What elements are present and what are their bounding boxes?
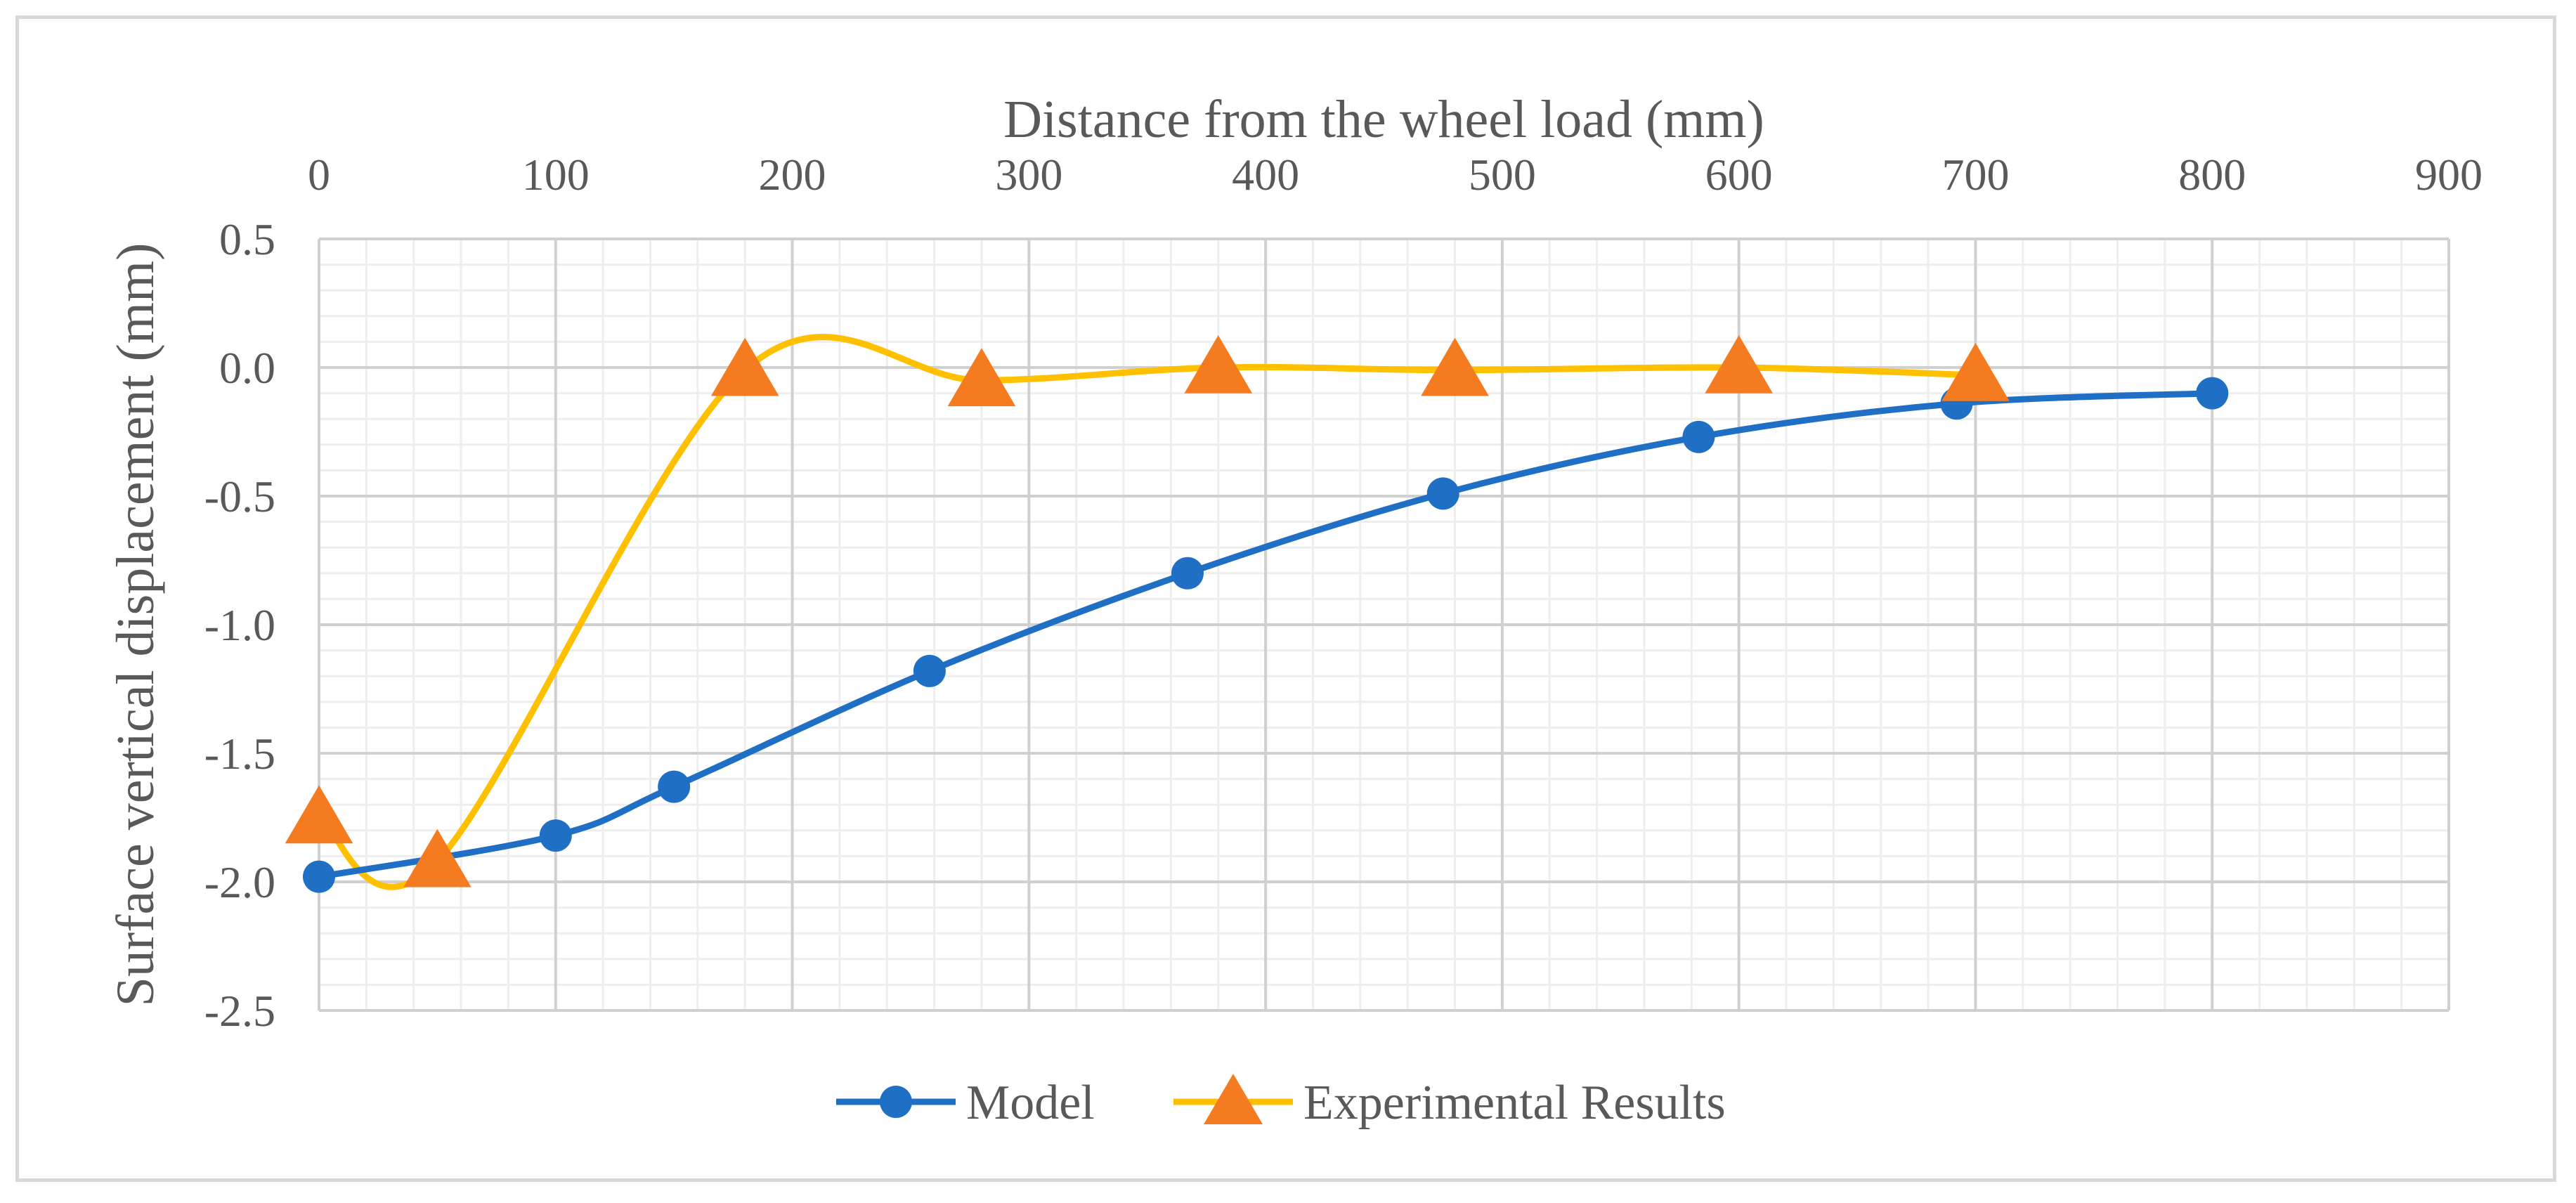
experimental-results-point [285,785,353,844]
model-point [1426,477,1459,510]
model-line [318,390,2213,880]
y-tick-label: -2.5 [204,986,275,1036]
x-tick-label: 200 [759,150,826,200]
experimental-results-point [710,337,779,396]
y-tick-label: -0.5 [204,472,275,521]
x-tick-label: 300 [995,150,1062,200]
y-tick-label: -1.5 [204,729,275,779]
experimental-results-point [1705,335,1773,394]
y-tick-label: -1.0 [204,600,275,650]
x-tick-label: 0 [308,150,330,200]
legend: Model Experimental Results [836,1074,1726,1130]
model-point [303,860,335,893]
y-tick-label: -2.0 [204,857,275,907]
experimental-results-point [1421,337,1489,396]
experimental-results-point [1184,335,1253,394]
x-tick-label: 900 [2415,150,2483,200]
y-axis-title: Surface vertical displacement (mm) [106,243,165,1007]
model-point [658,770,691,803]
experimental-results-point [947,348,1016,407]
model-point [1171,557,1204,590]
y-tick-label: 0.5 [219,214,275,264]
experimental-results-line [317,334,1976,890]
x-axis-title: Distance from the wheel load (mm) [1003,90,1764,149]
x-tick-label: 600 [1705,150,1773,200]
experimental-results-point [403,828,471,887]
legend-model-marker [880,1086,912,1118]
x-tick-label: 700 [1941,150,2009,200]
experimental-results-point [1941,342,2010,401]
grid-major [318,238,2450,1012]
x-tick-label: 100 [522,150,590,200]
x-tick-label: 500 [1469,150,1536,200]
model-point [2196,377,2229,410]
model-point [913,654,946,687]
model-point [1682,420,1715,453]
x-tick-label: 400 [1232,150,1299,200]
legend-model-label: Model [966,1076,1095,1130]
x-tick-labels: 0 100 200 300 400 500 600 700 800 900 [308,150,2483,200]
y-tick-label: 0.0 [219,343,275,393]
series-layer [285,334,2229,893]
legend-experimental-results-marker [1204,1074,1263,1124]
legend-experimental-results-label: Experimental Results [1303,1076,1726,1130]
y-tick-labels: 0.5 0.0 -0.5 -1.0 -1.5 -2.0 -2.5 [204,214,275,1036]
model-point [539,819,572,852]
x-tick-label: 800 [2178,150,2246,200]
